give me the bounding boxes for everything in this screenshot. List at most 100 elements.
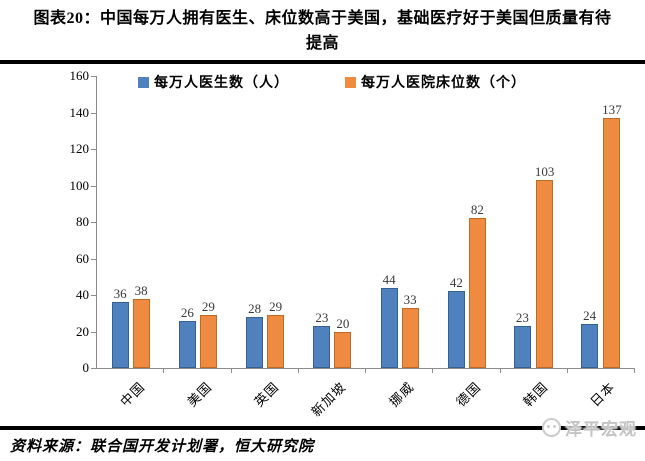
legend-label-beds: 每万人医院床位数（个） bbox=[361, 76, 526, 91]
bars-container: 36 38 26 29 28 29 23 20 44 33 42 82 23 103 24 137 bbox=[97, 76, 635, 368]
beds-bar bbox=[199, 315, 217, 368]
doctors-bar bbox=[513, 326, 531, 368]
bar-value-label: 28 bbox=[248, 300, 262, 316]
legend-item-doctors: 每万人医生数（人） bbox=[138, 72, 289, 92]
y-axis-tick-label: 120 bbox=[69, 141, 90, 156]
bar-value-label: 23 bbox=[515, 310, 529, 326]
watermark: 泽平宏观 bbox=[542, 415, 637, 440]
bar-group: 24 137 bbox=[568, 76, 635, 368]
y-axis-tick-label: 0 bbox=[82, 360, 90, 375]
bar-cell: 38 bbox=[132, 282, 150, 368]
bar-cell: 20 bbox=[334, 315, 352, 368]
beds-bar bbox=[536, 180, 554, 368]
y-axis-tick-label: 80 bbox=[76, 214, 89, 229]
y-axis-tick-label: 160 bbox=[69, 68, 90, 83]
x-axis-label: 韩国 bbox=[520, 379, 551, 410]
x-axis-tick bbox=[365, 368, 366, 373]
doctors-bar bbox=[380, 287, 398, 368]
source-note: 资料来源：联合国开发计划署，恒大研究院 bbox=[10, 439, 315, 455]
plot-area: 每万人医生数（人） 每万人医院床位数（个） 36 38 26 29 28 29 23 20 44… bbox=[70, 69, 635, 375]
legend: 每万人医生数（人） 每万人医院床位数（个） bbox=[63, 72, 601, 92]
bar-value-label: 24 bbox=[583, 308, 597, 324]
doctors-bar bbox=[178, 320, 196, 368]
y-axis-tick bbox=[91, 76, 97, 77]
beds-bar bbox=[334, 331, 352, 368]
bar-cell: 23 bbox=[313, 310, 331, 368]
bar-group: 28 29 bbox=[232, 76, 299, 368]
legend-swatch-doctors bbox=[138, 76, 149, 88]
bar-group: 36 38 bbox=[97, 76, 164, 368]
bar-group: 23 103 bbox=[501, 76, 568, 368]
bar-value-label: 137 bbox=[602, 101, 622, 117]
doctors-bar bbox=[581, 324, 599, 368]
chart-title: 图表20：中国每万人拥有医生、床位数高于美国，基础医疗好于美国但质量有待提高 bbox=[33, 10, 612, 52]
bar-cell: 24 bbox=[581, 308, 599, 368]
y-axis-tick-label: 140 bbox=[69, 104, 90, 120]
bar-value-label: 44 bbox=[382, 271, 396, 287]
x-axis-label: 日本 bbox=[587, 379, 619, 410]
y-axis-tick-label: 40 bbox=[76, 287, 89, 302]
x-axis-tick bbox=[432, 368, 434, 373]
bar-group: 42 82 bbox=[433, 76, 500, 368]
bar-value-label: 82 bbox=[470, 202, 484, 218]
bar-cell: 26 bbox=[178, 304, 196, 368]
smiley-logo-icon bbox=[542, 418, 561, 437]
y-axis-tick bbox=[91, 295, 97, 296]
bar-value-label: 103 bbox=[534, 164, 555, 180]
bar-cell: 44 bbox=[380, 271, 398, 368]
x-axis-tick bbox=[297, 368, 299, 373]
y-axis-tick bbox=[91, 149, 97, 150]
y-axis-tick bbox=[91, 185, 97, 187]
beds-bar bbox=[267, 315, 285, 368]
x-axis-label: 德国 bbox=[453, 379, 484, 410]
bar-group: 23 20 bbox=[299, 76, 366, 368]
bar-value-label: 23 bbox=[315, 310, 329, 326]
bar-value-label: 36 bbox=[113, 286, 127, 302]
doctors-bar bbox=[447, 291, 465, 368]
x-axis-tick bbox=[499, 368, 501, 373]
bar-cell: 82 bbox=[468, 202, 486, 368]
x-axis-tick bbox=[230, 368, 232, 373]
beds-bar bbox=[468, 218, 486, 368]
footer: 泽平宏观 bbox=[0, 418, 645, 439]
x-axis-label: 新加坡 bbox=[308, 379, 350, 420]
y-axis-tick bbox=[91, 112, 97, 114]
bar-value-label: 20 bbox=[336, 315, 350, 331]
bar-value-label: 29 bbox=[201, 299, 215, 315]
bar-chart: 每万人医生数（人） 每万人医院床位数（个） 36 38 26 29 28 29 23 20 44… bbox=[0, 64, 645, 419]
y-axis-tick bbox=[91, 258, 97, 260]
bar-cell: 36 bbox=[111, 286, 129, 368]
beds-bar bbox=[401, 307, 419, 368]
doctors-bar bbox=[246, 316, 264, 368]
bar-cell: 103 bbox=[534, 164, 555, 368]
y-axis-tick bbox=[91, 331, 97, 333]
bar-cell: 29 bbox=[199, 299, 217, 368]
doctors-bar bbox=[313, 326, 331, 368]
bar-cell: 23 bbox=[513, 310, 531, 368]
top-divider bbox=[0, 60, 645, 64]
beds-bar bbox=[603, 117, 621, 368]
x-axis-labels: 中国 美国 英国 新加坡 挪威 德国 韩国 日本 bbox=[96, 369, 634, 419]
x-axis-label: 中国 bbox=[116, 379, 148, 410]
bar-cell: 42 bbox=[447, 275, 465, 368]
x-axis-label: 英国 bbox=[251, 379, 282, 410]
bar-cell: 33 bbox=[401, 292, 419, 368]
bar-value-label: 38 bbox=[134, 282, 148, 298]
bar-value-label: 26 bbox=[180, 304, 194, 320]
x-axis-tick bbox=[566, 368, 568, 373]
bar-group: 44 33 bbox=[366, 76, 433, 368]
x-axis-tick bbox=[634, 368, 635, 373]
bar-group: 26 29 bbox=[164, 76, 231, 368]
x-axis-tick bbox=[163, 368, 165, 373]
y-axis-tick bbox=[91, 222, 97, 223]
doctors-bar bbox=[111, 302, 129, 368]
x-axis-label: 挪威 bbox=[385, 379, 417, 410]
bar-cell: 29 bbox=[267, 299, 285, 368]
bar-cell: 28 bbox=[246, 300, 264, 368]
bottom-divider bbox=[0, 426, 645, 430]
y-axis-tick-label: 20 bbox=[76, 323, 89, 339]
legend-item-beds: 每万人医院床位数（个） bbox=[345, 72, 526, 92]
y-axis-tick bbox=[91, 368, 97, 369]
y-axis-tick-label: 100 bbox=[69, 177, 90, 193]
